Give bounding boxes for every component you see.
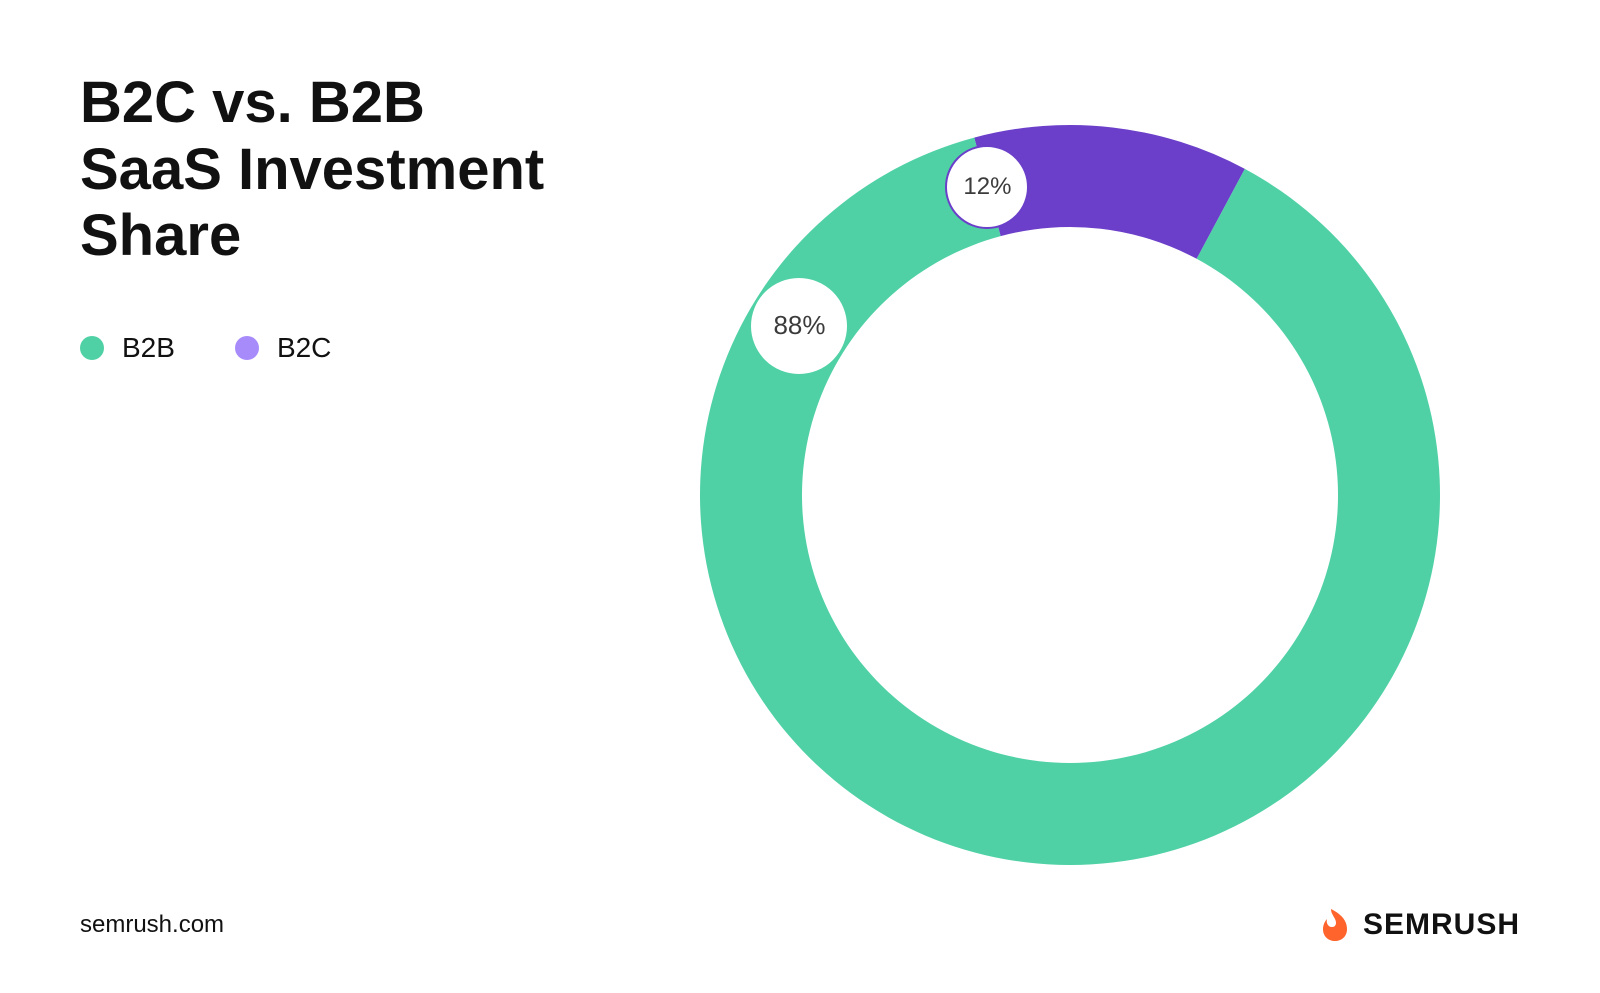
flame-icon	[1317, 907, 1353, 943]
legend-label-b2b: B2B	[122, 332, 175, 364]
legend-dot-b2c	[235, 336, 259, 360]
title-line-1: B2C vs. B2B	[80, 70, 544, 137]
brand-logo: SEMRUSH	[1317, 907, 1520, 943]
callout-b2c-label: 12%	[963, 173, 1011, 201]
brand-text: SEMRUSH	[1363, 908, 1520, 942]
donut-chart: 12% 88%	[660, 85, 1480, 905]
footer-url: semrush.com	[80, 911, 224, 939]
title-line-2: SaaS Investment	[80, 137, 544, 204]
callout-b2b: 88%	[749, 276, 849, 376]
legend-label-b2c: B2C	[277, 332, 331, 364]
callout-b2b-label: 88%	[773, 310, 825, 341]
title-block: B2C vs. B2B SaaS Investment Share	[80, 70, 544, 270]
legend-dot-b2b	[80, 336, 104, 360]
callout-b2c: 12%	[945, 145, 1029, 229]
legend: B2B B2C	[80, 332, 331, 364]
footer: semrush.com SEMRUSH	[80, 907, 1520, 943]
donut-svg	[660, 85, 1480, 905]
legend-item-b2c: B2C	[235, 332, 331, 364]
title-line-3: Share	[80, 203, 544, 270]
legend-item-b2b: B2B	[80, 332, 175, 364]
infographic-container: B2C vs. B2B SaaS Investment Share B2B B2…	[0, 0, 1600, 993]
